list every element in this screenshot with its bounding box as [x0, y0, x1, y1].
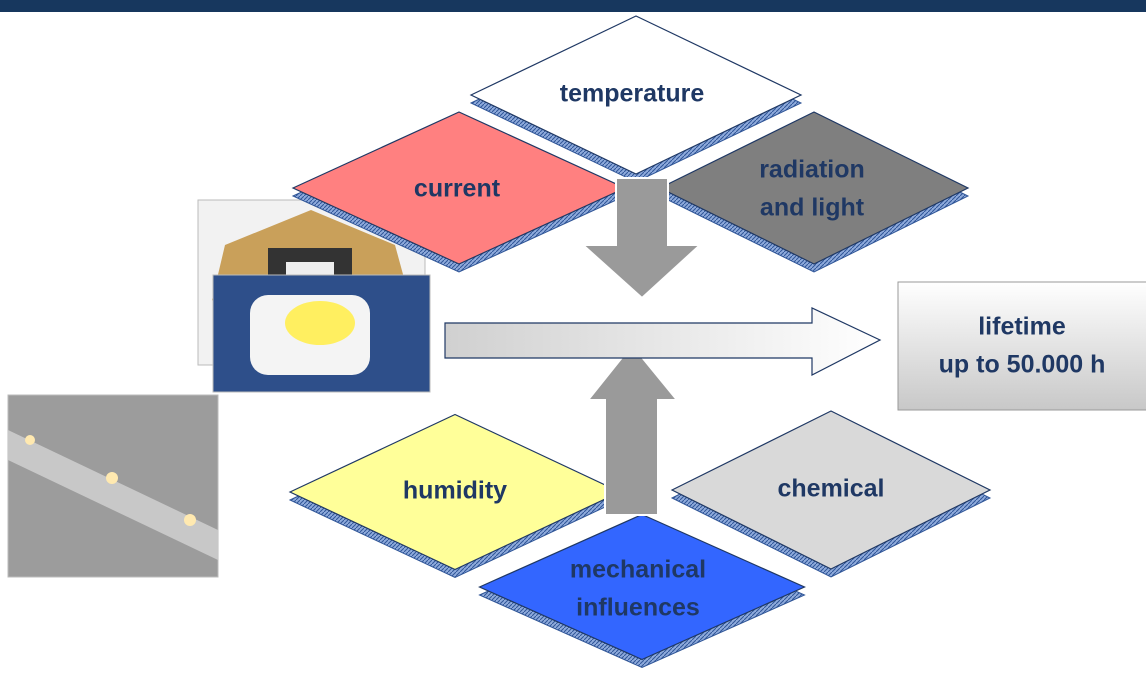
top-bar [0, 0, 1146, 12]
result-line: lifetime [978, 313, 1066, 341]
up-arrow [585, 343, 680, 516]
result-box [897, 281, 1146, 411]
factor-label: radiation [759, 156, 865, 184]
diamond [478, 513, 806, 661]
factor-label: influences [576, 594, 700, 622]
photos [7, 199, 431, 578]
diamond [469, 15, 803, 175]
right-arrow [444, 307, 882, 376]
factor-label: mechanical [570, 556, 706, 584]
diamond [670, 410, 992, 570]
factor-label: and light [760, 194, 865, 222]
factor-label: current [414, 175, 501, 203]
diamond [658, 111, 970, 265]
factor-label: temperature [560, 80, 705, 108]
result-line: up to 50.000 h [939, 351, 1106, 379]
factor-label: humidity [403, 477, 507, 505]
down-arrow [580, 177, 703, 300]
factor-label: chemical [777, 475, 884, 503]
